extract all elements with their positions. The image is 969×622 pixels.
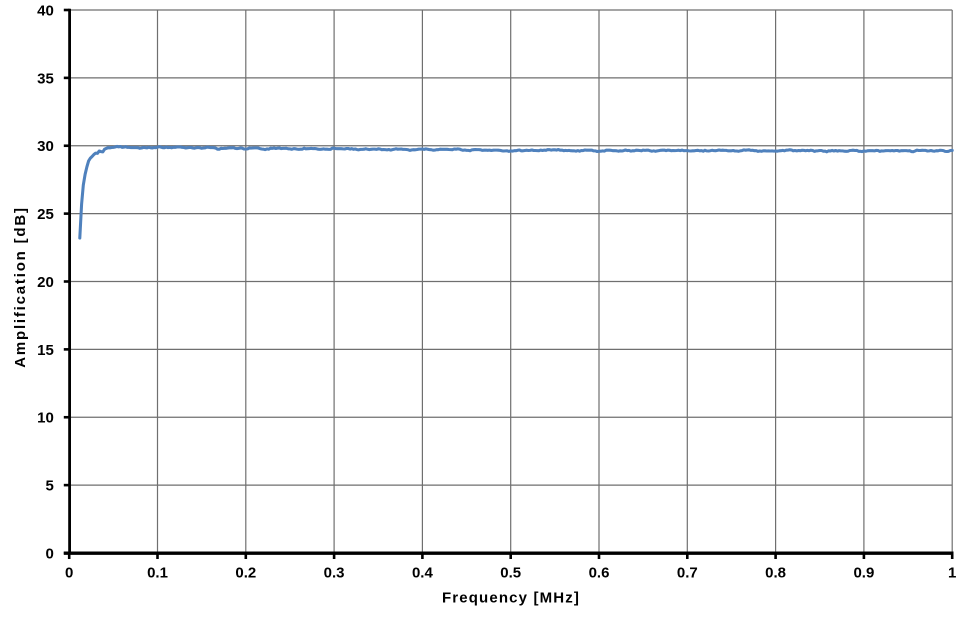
svg-text:0.9: 0.9 — [853, 564, 874, 581]
svg-text:20: 20 — [37, 274, 54, 291]
svg-text:0.7: 0.7 — [677, 564, 698, 581]
svg-text:Frequency [MHz]: Frequency [MHz] — [442, 590, 580, 607]
svg-text:30: 30 — [37, 138, 54, 155]
svg-text:0.5: 0.5 — [500, 564, 521, 581]
svg-text:0.6: 0.6 — [589, 564, 610, 581]
svg-text:15: 15 — [37, 342, 54, 359]
svg-text:Amplification [dB]: Amplification [dB] — [12, 206, 29, 368]
svg-text:1: 1 — [948, 564, 956, 581]
svg-text:40: 40 — [37, 2, 54, 19]
svg-text:35: 35 — [37, 70, 54, 87]
svg-text:0.8: 0.8 — [765, 564, 786, 581]
svg-text:5: 5 — [45, 478, 53, 495]
svg-text:0.3: 0.3 — [324, 564, 345, 581]
svg-text:0: 0 — [65, 564, 73, 581]
svg-text:10: 10 — [37, 410, 54, 427]
svg-text:0.2: 0.2 — [235, 564, 256, 581]
svg-text:25: 25 — [37, 206, 54, 223]
svg-text:0: 0 — [45, 545, 53, 562]
svg-text:0.1: 0.1 — [147, 564, 168, 581]
svg-text:0.4: 0.4 — [412, 564, 434, 581]
